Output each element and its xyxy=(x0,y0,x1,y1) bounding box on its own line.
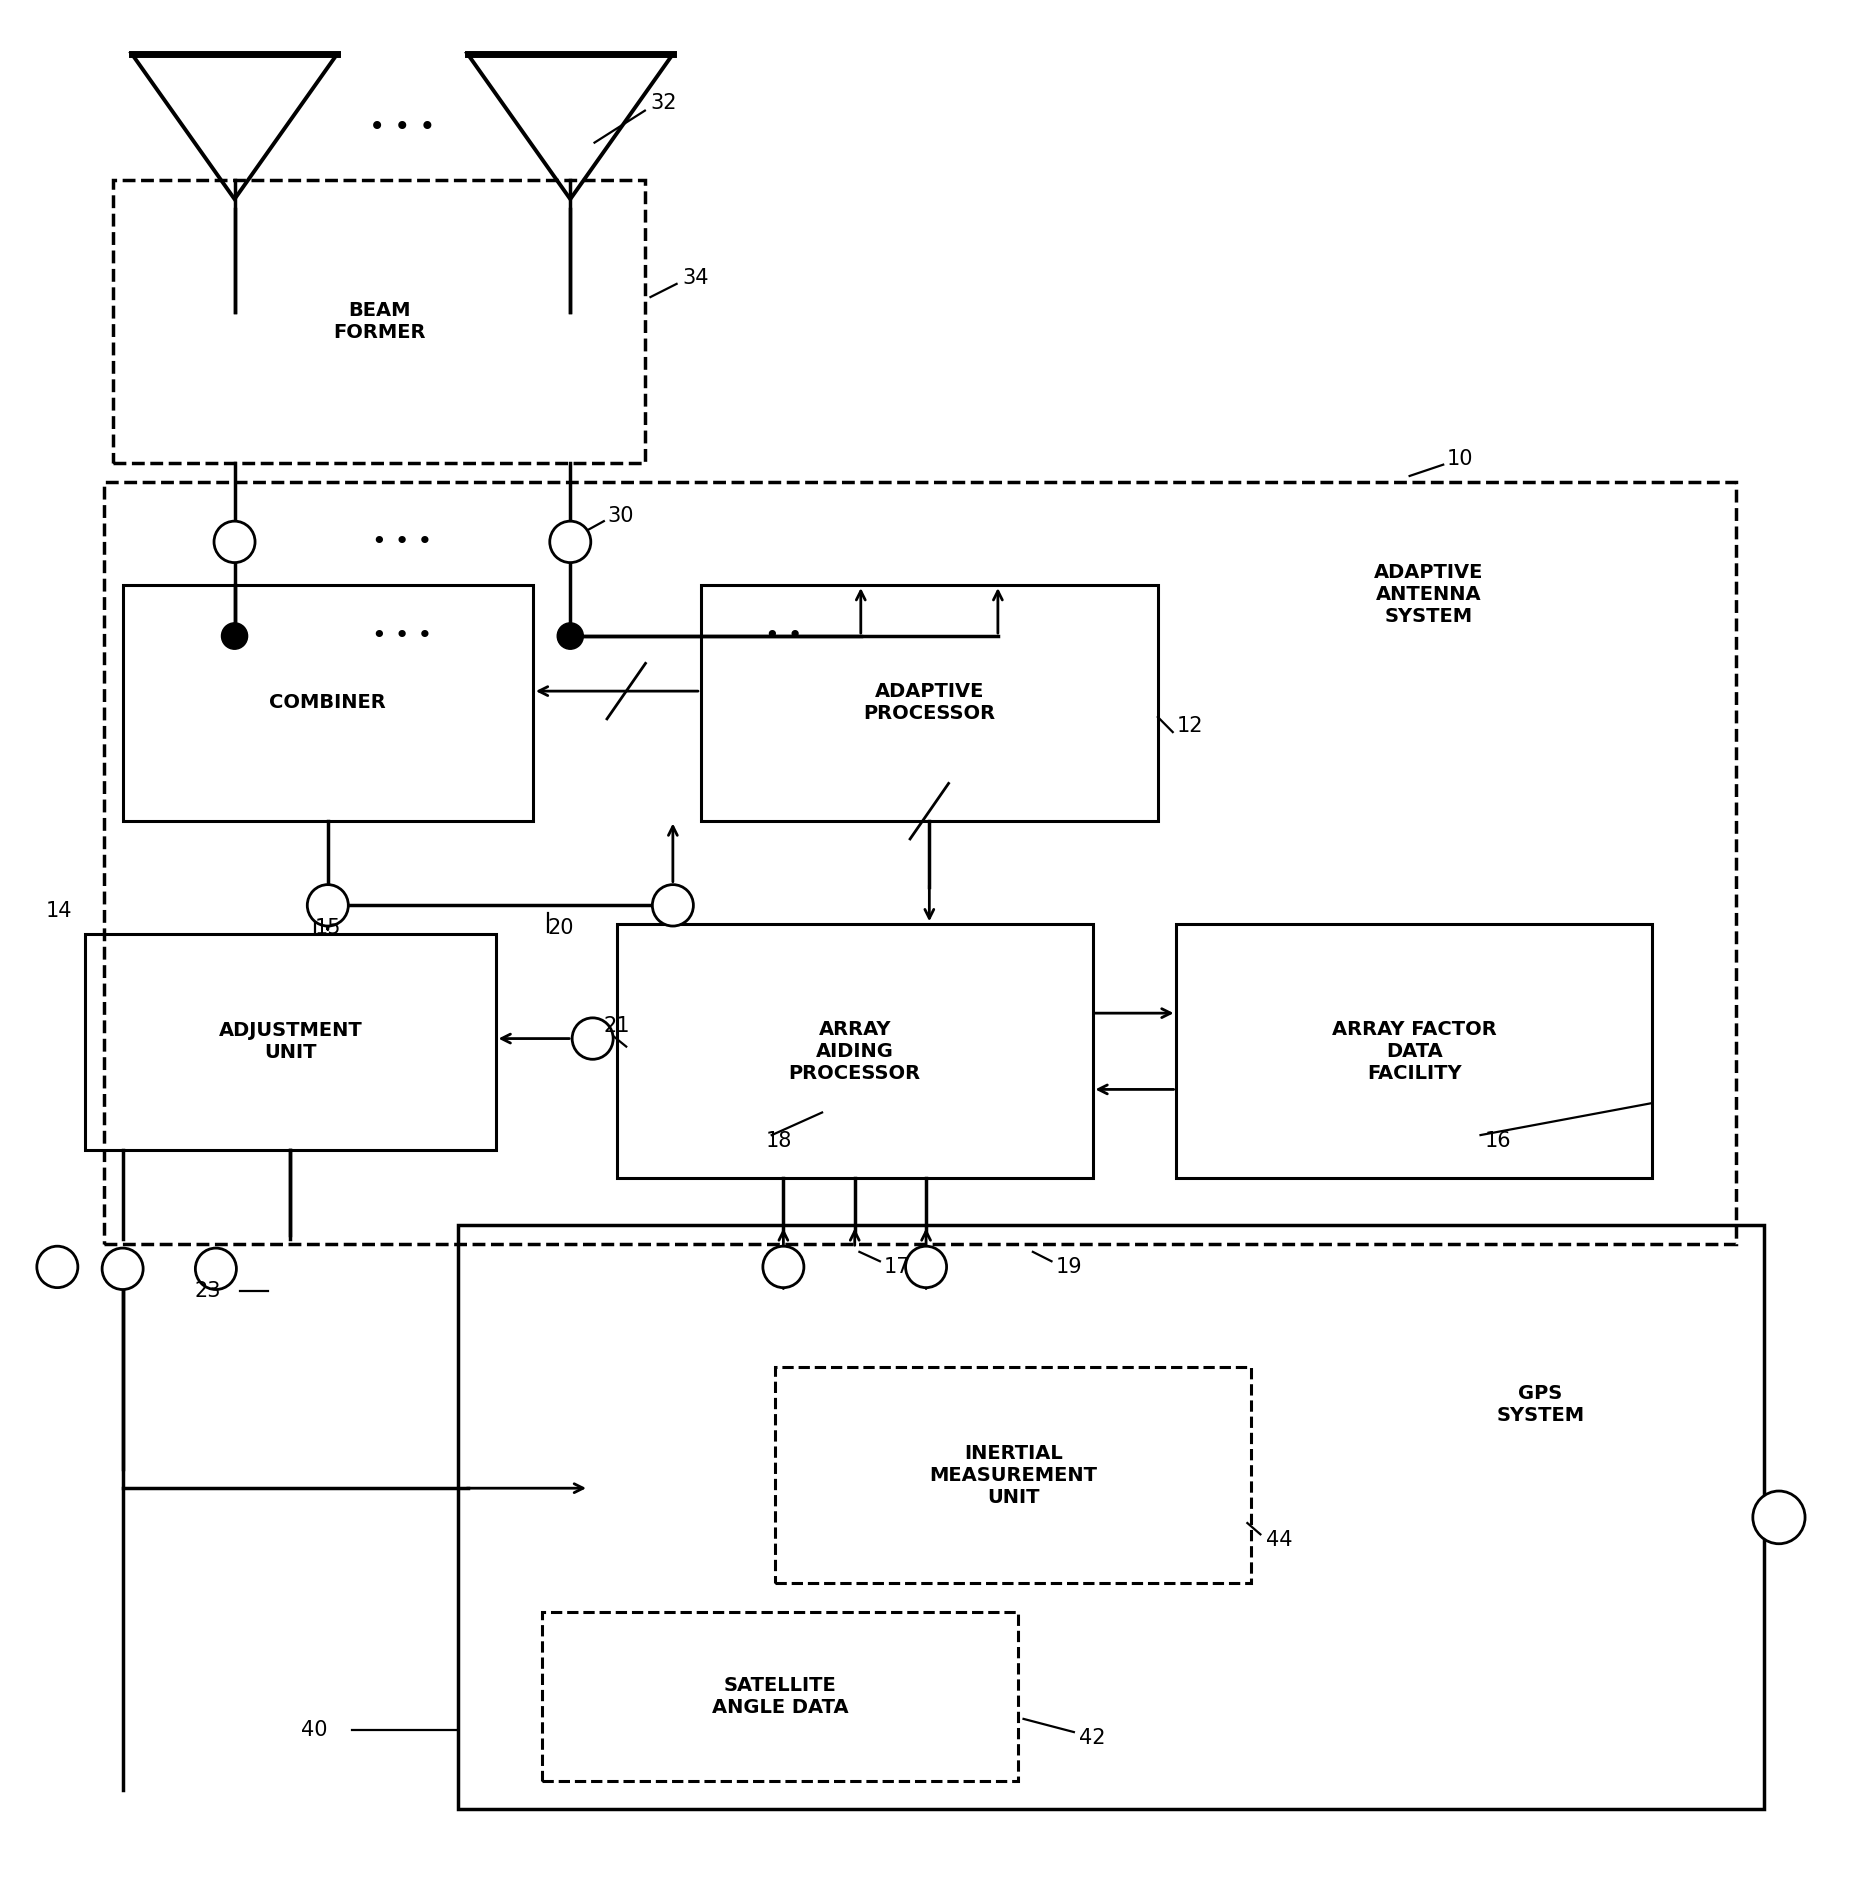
Circle shape xyxy=(1752,1492,1804,1545)
Text: 12: 12 xyxy=(1177,717,1203,736)
Text: COMBINER: COMBINER xyxy=(269,694,387,713)
Text: 18: 18 xyxy=(766,1132,792,1150)
Text: SATELLITE
ANGLE DATA: SATELLITE ANGLE DATA xyxy=(712,1677,848,1716)
Bar xyxy=(542,1611,1018,1780)
Bar xyxy=(458,1226,1763,1809)
Bar xyxy=(700,585,1158,820)
Text: BEAM
FORMER: BEAM FORMER xyxy=(333,302,426,341)
Bar xyxy=(86,934,495,1150)
Circle shape xyxy=(215,521,256,562)
Bar xyxy=(775,1367,1252,1582)
Text: INERTIAL
MEASUREMENT
UNIT: INERTIAL MEASUREMENT UNIT xyxy=(928,1443,1097,1507)
Circle shape xyxy=(557,622,583,649)
Text: ADJUSTMENT
UNIT: ADJUSTMENT UNIT xyxy=(219,1022,362,1062)
Bar xyxy=(616,924,1093,1179)
Bar xyxy=(1177,924,1651,1179)
Circle shape xyxy=(652,885,693,926)
Text: 32: 32 xyxy=(650,92,676,113)
Circle shape xyxy=(549,521,590,562)
Text: 14: 14 xyxy=(47,902,73,920)
Circle shape xyxy=(37,1247,78,1288)
Text: • • •: • • • xyxy=(372,530,433,554)
Text: 30: 30 xyxy=(607,505,633,526)
Text: ADAPTIVE
ANTENNA
SYSTEM: ADAPTIVE ANTENNA SYSTEM xyxy=(1373,564,1483,626)
Text: ARRAY FACTOR
DATA
FACILITY: ARRAY FACTOR DATA FACILITY xyxy=(1332,1020,1496,1083)
Text: 44: 44 xyxy=(1267,1530,1293,1550)
Circle shape xyxy=(103,1249,144,1290)
Text: GPS
SYSTEM: GPS SYSTEM xyxy=(1496,1384,1584,1426)
Text: 21: 21 xyxy=(603,1017,630,1035)
Text: ADAPTIVE
PROCESSOR: ADAPTIVE PROCESSOR xyxy=(863,683,996,724)
Text: • • •: • • • xyxy=(372,624,433,649)
Circle shape xyxy=(222,622,248,649)
Circle shape xyxy=(306,885,347,926)
Text: ARRAY
AIDING
PROCESSOR: ARRAY AIDING PROCESSOR xyxy=(788,1020,921,1083)
Text: 16: 16 xyxy=(1485,1132,1511,1150)
Text: 34: 34 xyxy=(682,268,708,289)
Circle shape xyxy=(906,1247,947,1288)
Text: 15: 15 xyxy=(314,918,342,937)
Text: 23: 23 xyxy=(194,1281,222,1301)
Circle shape xyxy=(762,1247,803,1288)
Circle shape xyxy=(572,1018,613,1060)
Text: 17: 17 xyxy=(884,1256,910,1277)
Bar xyxy=(114,181,644,462)
Text: 40: 40 xyxy=(301,1720,327,1741)
Text: 10: 10 xyxy=(1448,449,1474,470)
Text: • •: • • xyxy=(766,624,803,649)
Text: 19: 19 xyxy=(1055,1256,1082,1277)
Text: • • •: • • • xyxy=(370,113,435,141)
Circle shape xyxy=(196,1249,237,1290)
Bar xyxy=(105,481,1735,1245)
Text: 42: 42 xyxy=(1080,1728,1106,1748)
Bar xyxy=(123,585,532,820)
Text: 20: 20 xyxy=(547,918,573,937)
